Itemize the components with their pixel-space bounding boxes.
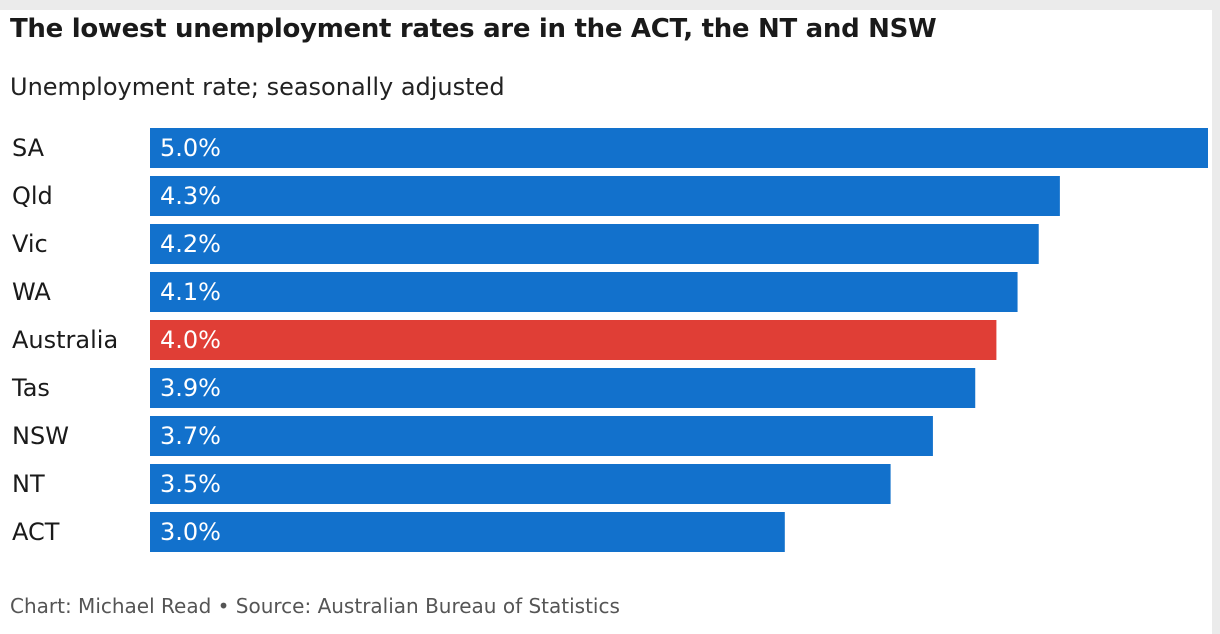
category-label: WA — [12, 278, 51, 306]
category-label: NT — [12, 470, 45, 498]
value-label: 3.7% — [160, 422, 221, 450]
category-label: Australia — [12, 326, 118, 354]
bar-chart: SA 5.0% Qld 4.3% Vic 4.2% WA 4.1% Australia 4.0% T… — [11, 128, 1208, 552]
bar — [150, 464, 891, 504]
bar — [150, 368, 976, 408]
category-label: NSW — [12, 422, 69, 450]
bar — [150, 512, 785, 552]
value-label: 4.1% — [160, 278, 221, 306]
bar-highlight — [150, 320, 997, 360]
value-label: 3.0% — [160, 518, 221, 546]
bar — [150, 416, 933, 456]
value-label: 4.2% — [160, 230, 221, 258]
bar — [150, 176, 1060, 216]
bar — [150, 128, 1208, 168]
value-label: 4.3% — [160, 182, 221, 210]
category-label: SA — [12, 134, 45, 162]
chart-title: The lowest unemployment rates are in the… — [10, 14, 937, 44]
category-label: Vic — [12, 230, 48, 258]
category-label: Tas — [11, 374, 50, 402]
chart-subtitle: Unemployment rate; seasonally adjusted — [10, 73, 505, 101]
category-label: ACT — [12, 518, 60, 546]
value-label: 3.9% — [160, 374, 221, 402]
bar — [150, 272, 1018, 312]
category-label: Qld — [12, 182, 53, 210]
chart-footer: Chart: Michael Read • Source: Australian… — [10, 594, 620, 618]
value-label: 4.0% — [160, 326, 221, 354]
chart-card: The lowest unemployment rates are in the… — [0, 10, 1212, 634]
value-label: 5.0% — [160, 134, 221, 162]
bar — [150, 224, 1039, 264]
value-label: 3.5% — [160, 470, 221, 498]
